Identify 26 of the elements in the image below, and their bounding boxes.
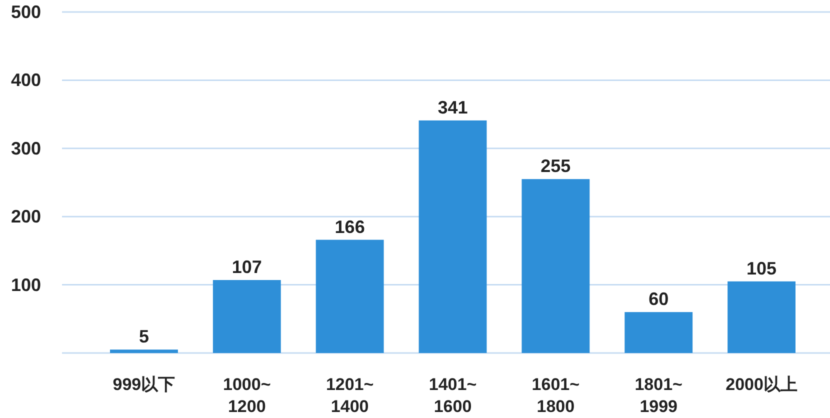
bar <box>418 120 487 353</box>
x-tick-label: 1000~ 1200 <box>223 375 271 416</box>
x-tick-label: 1801~ 1999 <box>634 375 683 416</box>
bar <box>728 281 796 353</box>
y-tick-label: 500 <box>10 2 41 22</box>
x-tick-label: 2000以上 <box>726 375 798 394</box>
data-label: 105 <box>746 258 777 278</box>
y-tick-label: 300 <box>10 138 41 158</box>
data-label: 166 <box>334 216 365 237</box>
x-tick-label: 1401~ 1600 <box>428 375 477 416</box>
bar <box>316 240 384 353</box>
y-tick-label: 200 <box>10 206 41 227</box>
data-label: 60 <box>648 289 669 310</box>
bar <box>110 350 178 353</box>
data-label: 5 <box>138 326 149 347</box>
bar <box>624 312 693 353</box>
bar <box>522 179 590 353</box>
x-tick-label: 1201~ 1400 <box>326 375 374 416</box>
data-label: 107 <box>232 257 262 278</box>
bar <box>212 280 281 353</box>
data-label: 341 <box>438 97 468 118</box>
data-label: 255 <box>540 156 571 176</box>
x-tick-label: 999以下 <box>112 375 176 394</box>
y-tick-label: 100 <box>10 274 41 295</box>
x-tick-label: 1601~ 1800 <box>532 375 580 416</box>
y-tick-label: 400 <box>10 70 41 90</box>
